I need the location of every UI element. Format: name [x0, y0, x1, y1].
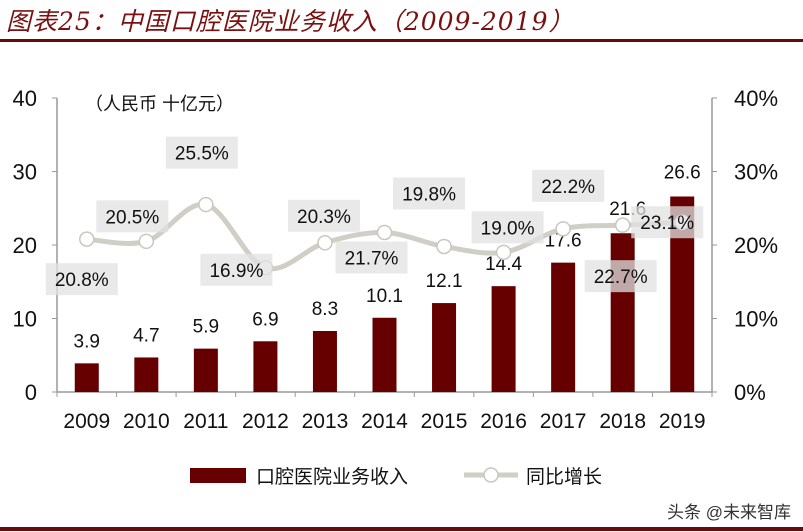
growth-value-label: 21.7% — [345, 249, 399, 270]
growth-value-label: 16.9% — [209, 261, 263, 282]
x-tick-label: 2015 — [421, 410, 468, 433]
growth-label-box — [393, 177, 466, 210]
growth-marker — [614, 217, 631, 233]
right-tick-label: 20% — [734, 233, 778, 258]
growth-value-label: 19.8% — [402, 184, 456, 205]
x-tick-label: 2017 — [540, 410, 587, 433]
bar-value-label: 4.7 — [133, 325, 159, 346]
bar-value-label: 3.9 — [74, 331, 100, 352]
bar-value-label: 10.1 — [366, 286, 403, 307]
bar-value-label: 6.9 — [252, 309, 278, 330]
growth-marker — [495, 244, 512, 261]
growth-value-label: 20.8% — [55, 270, 109, 291]
x-tick-label: 2012 — [242, 410, 289, 433]
growth-marker — [555, 221, 571, 237]
growth-value-label: 25.5% — [175, 144, 229, 165]
title-rule — [0, 39, 803, 42]
x-tick-label: 2013 — [302, 410, 349, 433]
bar — [253, 341, 278, 392]
legend-line-label: 同比增长 — [526, 466, 602, 488]
right-tick-label: 10% — [734, 307, 778, 332]
growth-value-label: 19.0% — [481, 218, 535, 239]
growth-label-box — [96, 200, 169, 233]
left-tick-label: 0 — [25, 380, 37, 405]
left-tick-label: 30 — [13, 160, 37, 185]
growth-marker — [138, 233, 155, 250]
bar — [551, 262, 576, 392]
right-tick-label: 40% — [734, 86, 778, 111]
bar-value-label: 17.6 — [545, 231, 582, 252]
bar — [193, 348, 218, 392]
x-tick-label: 2018 — [599, 410, 646, 433]
bar-value-label: 26.6 — [664, 162, 701, 183]
left-tick-label: 20 — [13, 233, 37, 258]
x-tick-label: 2011 — [183, 410, 228, 433]
growth-label-box — [45, 263, 118, 296]
x-tick-label: 2019 — [659, 410, 706, 433]
bar — [491, 286, 516, 392]
bar-value-label: 8.3 — [312, 299, 338, 320]
growth-label-box — [532, 169, 605, 202]
legend-line-marker — [483, 467, 499, 483]
growth-label-box — [287, 199, 360, 232]
growth-marker — [376, 224, 393, 241]
growth-value-label: 22.2% — [541, 177, 595, 198]
left-tick-label: 40 — [13, 86, 37, 111]
bar-value-label: 14.4 — [485, 254, 522, 275]
bottom-rule — [0, 527, 803, 531]
growth-marker — [317, 235, 333, 251]
growth-marker — [198, 196, 214, 213]
left-tick-label: 10 — [13, 307, 37, 332]
bar — [372, 317, 397, 392]
x-tick-label: 2010 — [123, 410, 170, 433]
right-tick-label: 30% — [734, 160, 778, 185]
right-tick-label: 0% — [734, 380, 766, 405]
growth-label-box — [471, 211, 544, 244]
chart-title: 图表25：中国口腔医院业务收入（2009-2019） — [6, 7, 575, 36]
x-tick-label: 2016 — [480, 410, 527, 433]
growth-value-label: 20.3% — [297, 207, 351, 228]
growth-label-box — [584, 260, 657, 293]
unit-note: （人民币 十亿元） — [85, 94, 234, 114]
bar-value-label: 5.9 — [193, 317, 219, 338]
bar — [74, 363, 99, 392]
growth-label-box — [165, 136, 238, 169]
bar — [312, 330, 337, 392]
growth-marker — [79, 231, 95, 247]
watermark: 头条 @未来智库 — [667, 503, 791, 522]
growth-label-box — [335, 241, 408, 274]
bar — [432, 303, 457, 392]
bar — [134, 357, 159, 392]
growth-value-label: 20.5% — [105, 207, 159, 228]
x-tick-label: 2009 — [63, 410, 110, 433]
growth-label-box — [631, 206, 704, 239]
growth-value-label: 22.7% — [594, 267, 648, 288]
legend-bar-swatch — [190, 468, 246, 483]
legend-bar-label: 口腔医院业务收入 — [256, 466, 408, 488]
growth-value-label: 23.1% — [640, 213, 694, 234]
x-tick-label: 2014 — [361, 410, 408, 433]
growth-label-box — [200, 253, 273, 286]
growth-marker — [436, 238, 452, 255]
bar-value-label: 12.1 — [426, 271, 463, 292]
bar — [610, 233, 635, 392]
